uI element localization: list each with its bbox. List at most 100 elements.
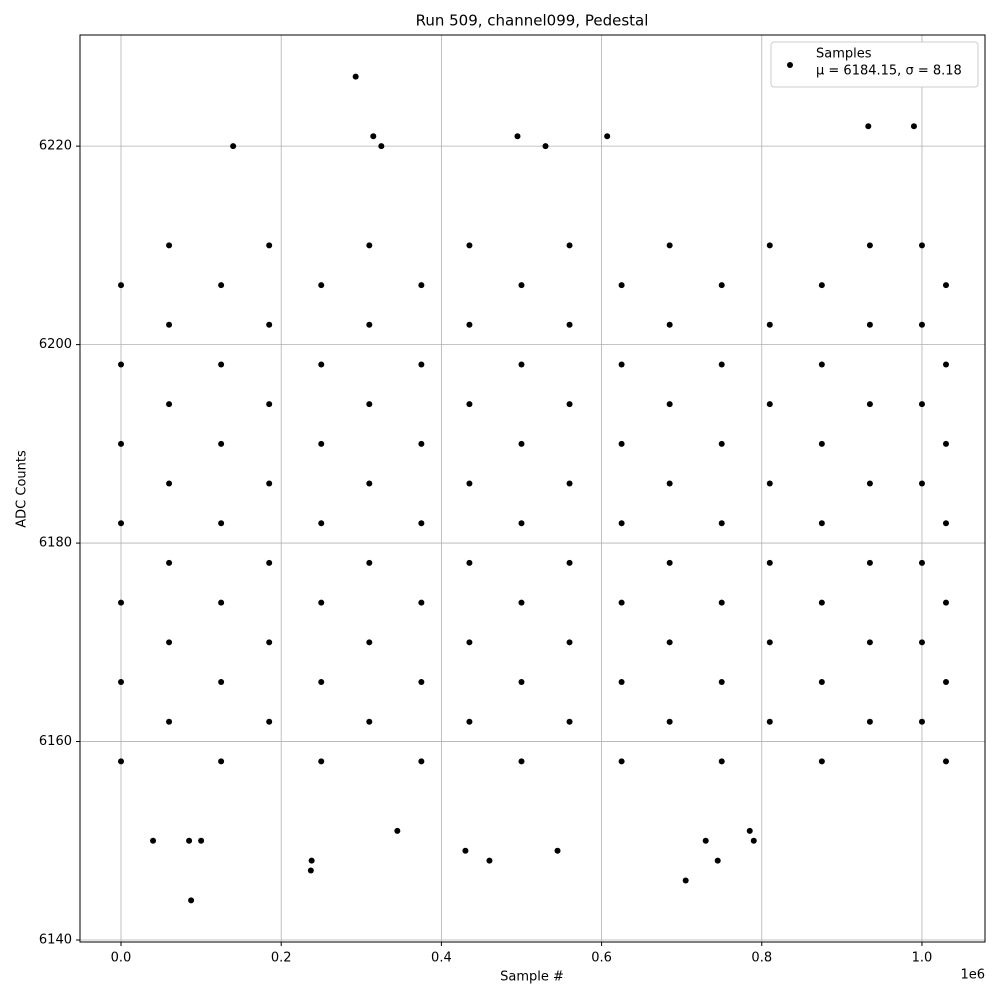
- point: [942, 679, 949, 686]
- x-tick-label: 0.0: [111, 951, 132, 966]
- point: [918, 321, 925, 328]
- point: [198, 837, 205, 844]
- point: [718, 282, 725, 289]
- point: [462, 847, 469, 854]
- point: [866, 321, 873, 328]
- point: [918, 401, 925, 408]
- point: [666, 639, 673, 646]
- chart-title: Run 509, channel099, Pedestal: [416, 12, 649, 30]
- point: [566, 480, 573, 487]
- point: [418, 758, 425, 765]
- point: [218, 361, 225, 368]
- point: [666, 559, 673, 566]
- point: [150, 837, 157, 844]
- point: [718, 599, 725, 606]
- y-tick-label: 6180: [39, 536, 72, 551]
- point: [566, 718, 573, 725]
- point: [718, 758, 725, 765]
- point: [518, 282, 525, 289]
- point: [418, 361, 425, 368]
- legend: Samples μ = 6184.15, σ = 8.18: [770, 41, 979, 88]
- point: [866, 401, 873, 408]
- point: [118, 758, 125, 765]
- point: [318, 361, 325, 368]
- point: [766, 480, 773, 487]
- x-tick-label: 0.2: [271, 951, 292, 966]
- point: [618, 679, 625, 686]
- point: [942, 361, 949, 368]
- point: [118, 361, 125, 368]
- point: [750, 837, 757, 844]
- point: [218, 282, 225, 289]
- point: [718, 440, 725, 447]
- point: [865, 123, 872, 130]
- point: [418, 440, 425, 447]
- point: [166, 401, 173, 408]
- point: [378, 143, 385, 150]
- point: [418, 679, 425, 686]
- point: [666, 480, 673, 487]
- point: [514, 133, 521, 140]
- point: [618, 758, 625, 765]
- point: [352, 73, 359, 80]
- point: [118, 520, 125, 527]
- point: [466, 718, 473, 725]
- point: [307, 867, 314, 874]
- y-tick-label: 6200: [39, 337, 72, 352]
- point: [918, 480, 925, 487]
- point: [918, 718, 925, 725]
- point: [918, 639, 925, 646]
- y-axis-label: ADC Counts: [15, 450, 30, 528]
- point: [366, 242, 373, 249]
- point: [318, 520, 325, 527]
- point: [466, 242, 473, 249]
- point: [118, 282, 125, 289]
- point: [318, 679, 325, 686]
- point: [942, 599, 949, 606]
- point: [866, 480, 873, 487]
- y-tick-label: 6140: [39, 933, 72, 948]
- point: [818, 440, 825, 447]
- point: [466, 480, 473, 487]
- point: [702, 837, 709, 844]
- y-tick-label: 6220: [39, 139, 72, 154]
- point: [118, 679, 125, 686]
- point: [266, 401, 273, 408]
- point: [218, 440, 225, 447]
- point: [366, 401, 373, 408]
- point: [518, 758, 525, 765]
- point: [666, 242, 673, 249]
- point: [266, 321, 273, 328]
- point: [618, 520, 625, 527]
- plot-frame: [79, 34, 986, 943]
- point: [766, 242, 773, 249]
- point: [818, 520, 825, 527]
- point: [866, 718, 873, 725]
- point: [366, 559, 373, 566]
- point: [218, 599, 225, 606]
- point: [682, 877, 689, 884]
- point: [318, 758, 325, 765]
- point: [266, 242, 273, 249]
- point: [366, 321, 373, 328]
- point: [618, 282, 625, 289]
- point: [118, 599, 125, 606]
- point: [166, 242, 173, 249]
- point: [604, 133, 611, 140]
- point: [566, 639, 573, 646]
- point: [370, 133, 377, 140]
- point: [366, 639, 373, 646]
- point: [266, 559, 273, 566]
- point: [366, 718, 373, 725]
- point: [618, 440, 625, 447]
- point: [666, 401, 673, 408]
- point: [942, 282, 949, 289]
- point: [466, 321, 473, 328]
- point: [542, 143, 549, 150]
- point: [910, 123, 917, 130]
- point: [818, 599, 825, 606]
- point: [166, 639, 173, 646]
- point: [186, 837, 193, 844]
